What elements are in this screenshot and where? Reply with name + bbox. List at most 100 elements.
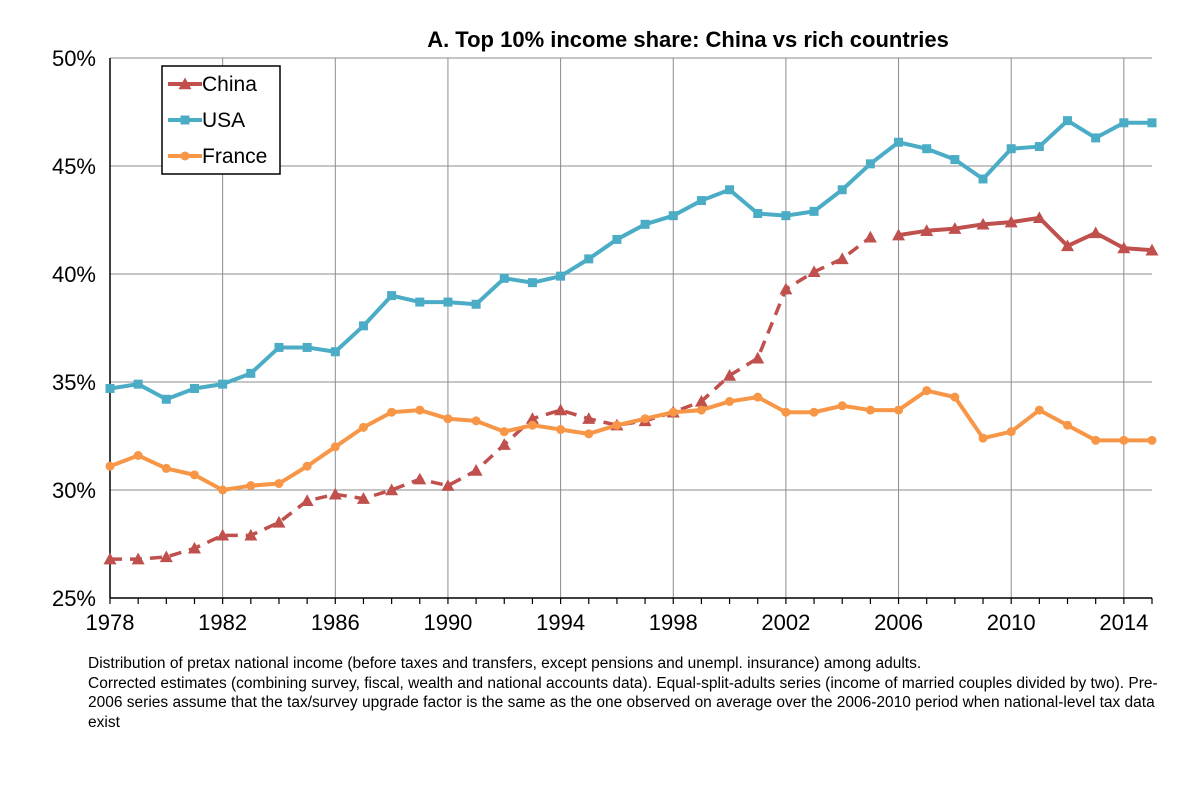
france-point	[246, 481, 256, 491]
china-point	[694, 394, 708, 407]
france-point	[556, 425, 566, 435]
usa-point	[218, 379, 228, 389]
france-point	[1091, 435, 1101, 445]
usa-point	[556, 271, 566, 281]
france-point	[668, 407, 678, 417]
usa-point	[612, 234, 622, 244]
usa-point	[1063, 116, 1073, 126]
usa-point	[471, 299, 481, 309]
usa-point	[640, 219, 650, 229]
y-tick-label: 25%	[52, 586, 96, 611]
usa-point	[330, 347, 340, 357]
usa-point	[809, 206, 819, 216]
usa-point	[922, 144, 932, 154]
france-point	[189, 470, 199, 480]
y-tick-label: 40%	[52, 262, 96, 287]
china-point	[187, 541, 201, 554]
usa-point	[1147, 118, 1157, 128]
usa-point	[781, 211, 791, 221]
note-line-2: Corrected estimates (combining survey, f…	[88, 674, 1158, 731]
france-point	[499, 427, 509, 437]
france-point	[218, 485, 228, 495]
legend-marker-usa	[180, 115, 190, 125]
france-point	[809, 407, 819, 417]
china-point	[582, 412, 596, 424]
x-tick-label: 1986	[311, 610, 360, 635]
france-point	[471, 416, 481, 426]
axes	[109, 58, 1153, 604]
y-tick-label: 45%	[52, 154, 96, 179]
france-point	[640, 414, 650, 424]
china-point	[131, 552, 145, 565]
china-point	[103, 552, 117, 565]
france-point	[1147, 435, 1157, 445]
france-point	[161, 463, 171, 473]
china-point	[920, 224, 934, 236]
china-point	[328, 487, 342, 500]
china-point	[779, 282, 793, 295]
series-lines	[103, 116, 1159, 565]
usa-point	[1006, 144, 1016, 154]
usa-point	[302, 342, 312, 352]
china-line-solid	[898, 215, 1153, 253]
china-point	[892, 228, 906, 241]
china-point	[525, 412, 539, 424]
series-france	[105, 386, 1157, 495]
france-point	[837, 401, 847, 411]
y-tick-label: 30%	[52, 478, 96, 503]
france-point	[387, 407, 397, 417]
china-point	[1032, 211, 1046, 224]
china-point	[469, 464, 483, 476]
france-point	[978, 433, 988, 443]
usa-point	[189, 383, 199, 393]
usa-point	[978, 174, 988, 184]
x-tick-label: 1994	[536, 610, 585, 635]
france-point	[696, 405, 706, 415]
france-point	[443, 414, 453, 424]
france-point	[133, 450, 143, 460]
usa-point	[527, 278, 537, 288]
usa-point	[387, 291, 397, 301]
usa-point	[499, 273, 509, 283]
china-point	[159, 550, 173, 563]
usa-point	[1119, 118, 1129, 128]
usa-point	[274, 342, 284, 352]
china-point	[497, 438, 511, 450]
china-line-dashed	[110, 235, 872, 561]
china-point	[723, 369, 737, 381]
china-point	[948, 222, 962, 234]
legend-label-france: France	[202, 145, 267, 168]
france-point	[1119, 435, 1129, 445]
usa-point	[865, 159, 875, 169]
usa-point	[1091, 133, 1101, 143]
usa-point	[950, 155, 960, 165]
france-point	[1006, 427, 1016, 437]
france-point	[302, 461, 312, 471]
usa-point	[161, 394, 171, 404]
france-point	[1063, 420, 1073, 430]
usa-point	[668, 211, 678, 221]
france-point	[894, 405, 904, 415]
france-point	[527, 420, 537, 430]
legend-marker-china	[178, 77, 192, 90]
usa-point	[696, 196, 706, 206]
usa-point	[443, 297, 453, 307]
x-tick-label: 1990	[423, 610, 472, 635]
x-tick-label: 1978	[86, 610, 135, 635]
china-point	[751, 351, 765, 364]
china-point	[441, 479, 455, 491]
gridlines	[109, 57, 1152, 599]
usa-point	[246, 368, 256, 378]
y-tick-label: 50%	[52, 46, 96, 71]
france-point	[865, 405, 875, 415]
note-line-1: Distribution of pretax national income (…	[88, 655, 922, 672]
china-point	[356, 492, 370, 504]
usa-point	[1034, 142, 1044, 152]
china-point	[976, 217, 990, 230]
legend-label-usa: USA	[202, 109, 245, 132]
france-point	[105, 461, 115, 471]
china-point	[272, 515, 286, 528]
china-point	[1061, 239, 1075, 252]
france-point	[358, 422, 368, 432]
usa-point	[415, 297, 425, 307]
